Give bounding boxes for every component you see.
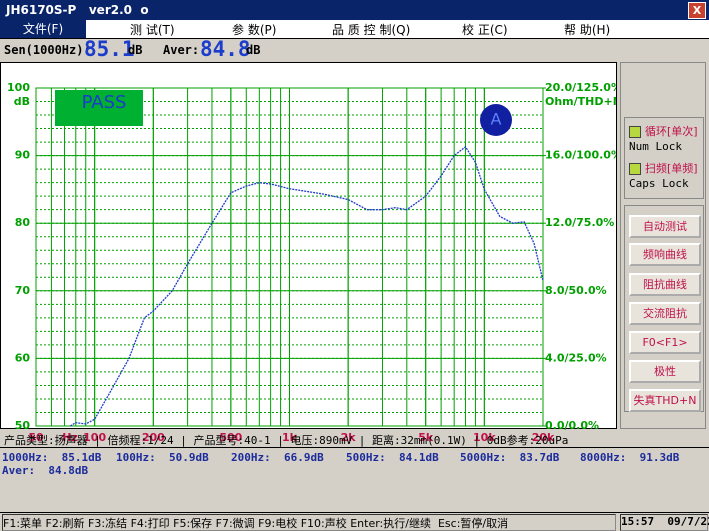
button[interactable]: 失真THD+N	[629, 389, 701, 412]
reading: 200Hz: 66.9dB	[231, 451, 324, 464]
status-box	[624, 117, 704, 199]
reading: 100Hz: 50.9dB	[116, 451, 209, 464]
pass-badge	[55, 90, 143, 126]
window-title: JH6170S-P ver2.0 o	[6, 3, 149, 17]
close-button[interactable]: X	[688, 2, 706, 19]
menu-item[interactable]: 校 正(C)	[462, 23, 508, 37]
y2-tick-label: 0.0/0.0%	[545, 419, 599, 432]
checkbox[interactable]	[629, 163, 641, 175]
y2-tick-label: 12.0/75.0%	[545, 216, 614, 229]
x-tick-label: 5k	[418, 431, 434, 444]
x-tick-label: 500	[219, 431, 242, 444]
button[interactable]: 自动测试	[629, 215, 701, 238]
menu-item[interactable]: 参 数(P)	[232, 23, 277, 37]
plot-border	[35, 87, 544, 427]
title-bar: JH6170S-P ver2.0 o X	[0, 0, 709, 20]
button[interactable]: 极性	[629, 360, 701, 383]
reading: 1000Hz: 85.1dB	[2, 451, 102, 464]
reading: 5000Hz: 83.7dB	[460, 451, 560, 464]
y-tick-label: 80	[15, 216, 31, 229]
y-tick-label: 90	[15, 149, 31, 162]
check-label: 扫频[单频]	[645, 162, 698, 175]
y2-tick-label: 20.0/125.0%	[545, 82, 616, 94]
y-tick-label: 50	[15, 419, 31, 432]
response-curve	[69, 145, 544, 427]
x-tick-label: 50	[28, 431, 44, 444]
x-tick-label: 20k	[532, 431, 555, 444]
clock: 15:57 09/7/22	[620, 514, 709, 531]
status-keys: F1:菜单 F2:刷新 F3:冻结 F4:打印 F5:保存 F7:微调 F9:电…	[2, 514, 616, 531]
chart-panel: 50 60 70 80 90 100 0.0/0.0% 4.0/25.0% 8.0/50.0% 1…	[0, 62, 622, 444]
y2-tick-label: 8.0/50.0%	[545, 284, 607, 297]
x-tick-label: 1k	[282, 431, 298, 444]
reading: 500Hz: 84.1dB	[346, 451, 439, 464]
sen-value: 85.1	[84, 37, 135, 61]
x-axis-label: Hz	[62, 431, 78, 444]
sen-unit: dB	[128, 43, 143, 57]
y2-tick-label: 16.0/100.0%	[545, 149, 616, 162]
aver-unit: dB	[246, 43, 261, 57]
menu-item[interactable]: 帮 助(H)	[564, 23, 611, 37]
button[interactable]: 频响曲线	[629, 243, 701, 266]
x-tick-label: 2k	[341, 431, 357, 444]
reading: Aver: 84.8dB	[2, 464, 89, 477]
y-tick-label: 100	[7, 82, 30, 94]
reading: 8000Hz: 91.3dB	[580, 451, 680, 464]
menu-item[interactable]: 品 质 控 制(Q)	[332, 23, 411, 37]
checkbox[interactable]	[629, 126, 641, 138]
pass-label: PASS	[82, 92, 127, 113]
key-label: Caps Lock	[629, 177, 689, 190]
menu-bar: 文件(F) 测 试(T) 参 数(P) 品 质 控 制(Q) 校 正(C) 帮 …	[0, 20, 709, 39]
marker-circle	[480, 104, 512, 136]
menu-item[interactable]: 文件(F)	[0, 20, 86, 38]
info-line: 产品类型:扬声器 | 倍频程:1/24 | 产品型号:40-1 | 电压:890…	[4, 434, 569, 447]
sen-label: Sen(1000Hz):	[4, 43, 91, 57]
y2-tick-label: 4.0/25.0%	[545, 351, 607, 364]
aver-label: Aver:	[163, 43, 200, 57]
y-tick-label: 70	[15, 284, 31, 297]
y2-axis-label: Ohm/THD+N	[545, 95, 616, 108]
button[interactable]: 阻抗曲线	[629, 273, 701, 296]
aver-value: 84.8	[200, 37, 251, 61]
x-tick-label: 200	[142, 431, 165, 444]
separator	[0, 512, 709, 513]
side-panel: 循环[单次] Num Lock 扫频[单频] Caps Lock 自动测试 频响…	[620, 62, 706, 429]
button[interactable]: F0<F1>	[629, 331, 701, 354]
marker-label: A	[491, 110, 502, 129]
chart: 50 60 70 80 90 100 0.0/0.0% 4.0/25.0% 8.0/50.0% 1…	[7, 81, 622, 444]
y-tick-label: 60	[15, 351, 31, 364]
menu-item[interactable]: 测 试(T)	[130, 23, 175, 37]
x-tick-label: 100	[83, 431, 106, 444]
x-tick-label: 10k	[473, 431, 496, 444]
check-label: 循环[单次]	[645, 125, 698, 138]
y-axis-label: dB	[14, 95, 30, 108]
key-label: Num Lock	[629, 140, 682, 153]
separator	[0, 447, 709, 448]
button[interactable]: 交流阻抗	[629, 302, 701, 325]
